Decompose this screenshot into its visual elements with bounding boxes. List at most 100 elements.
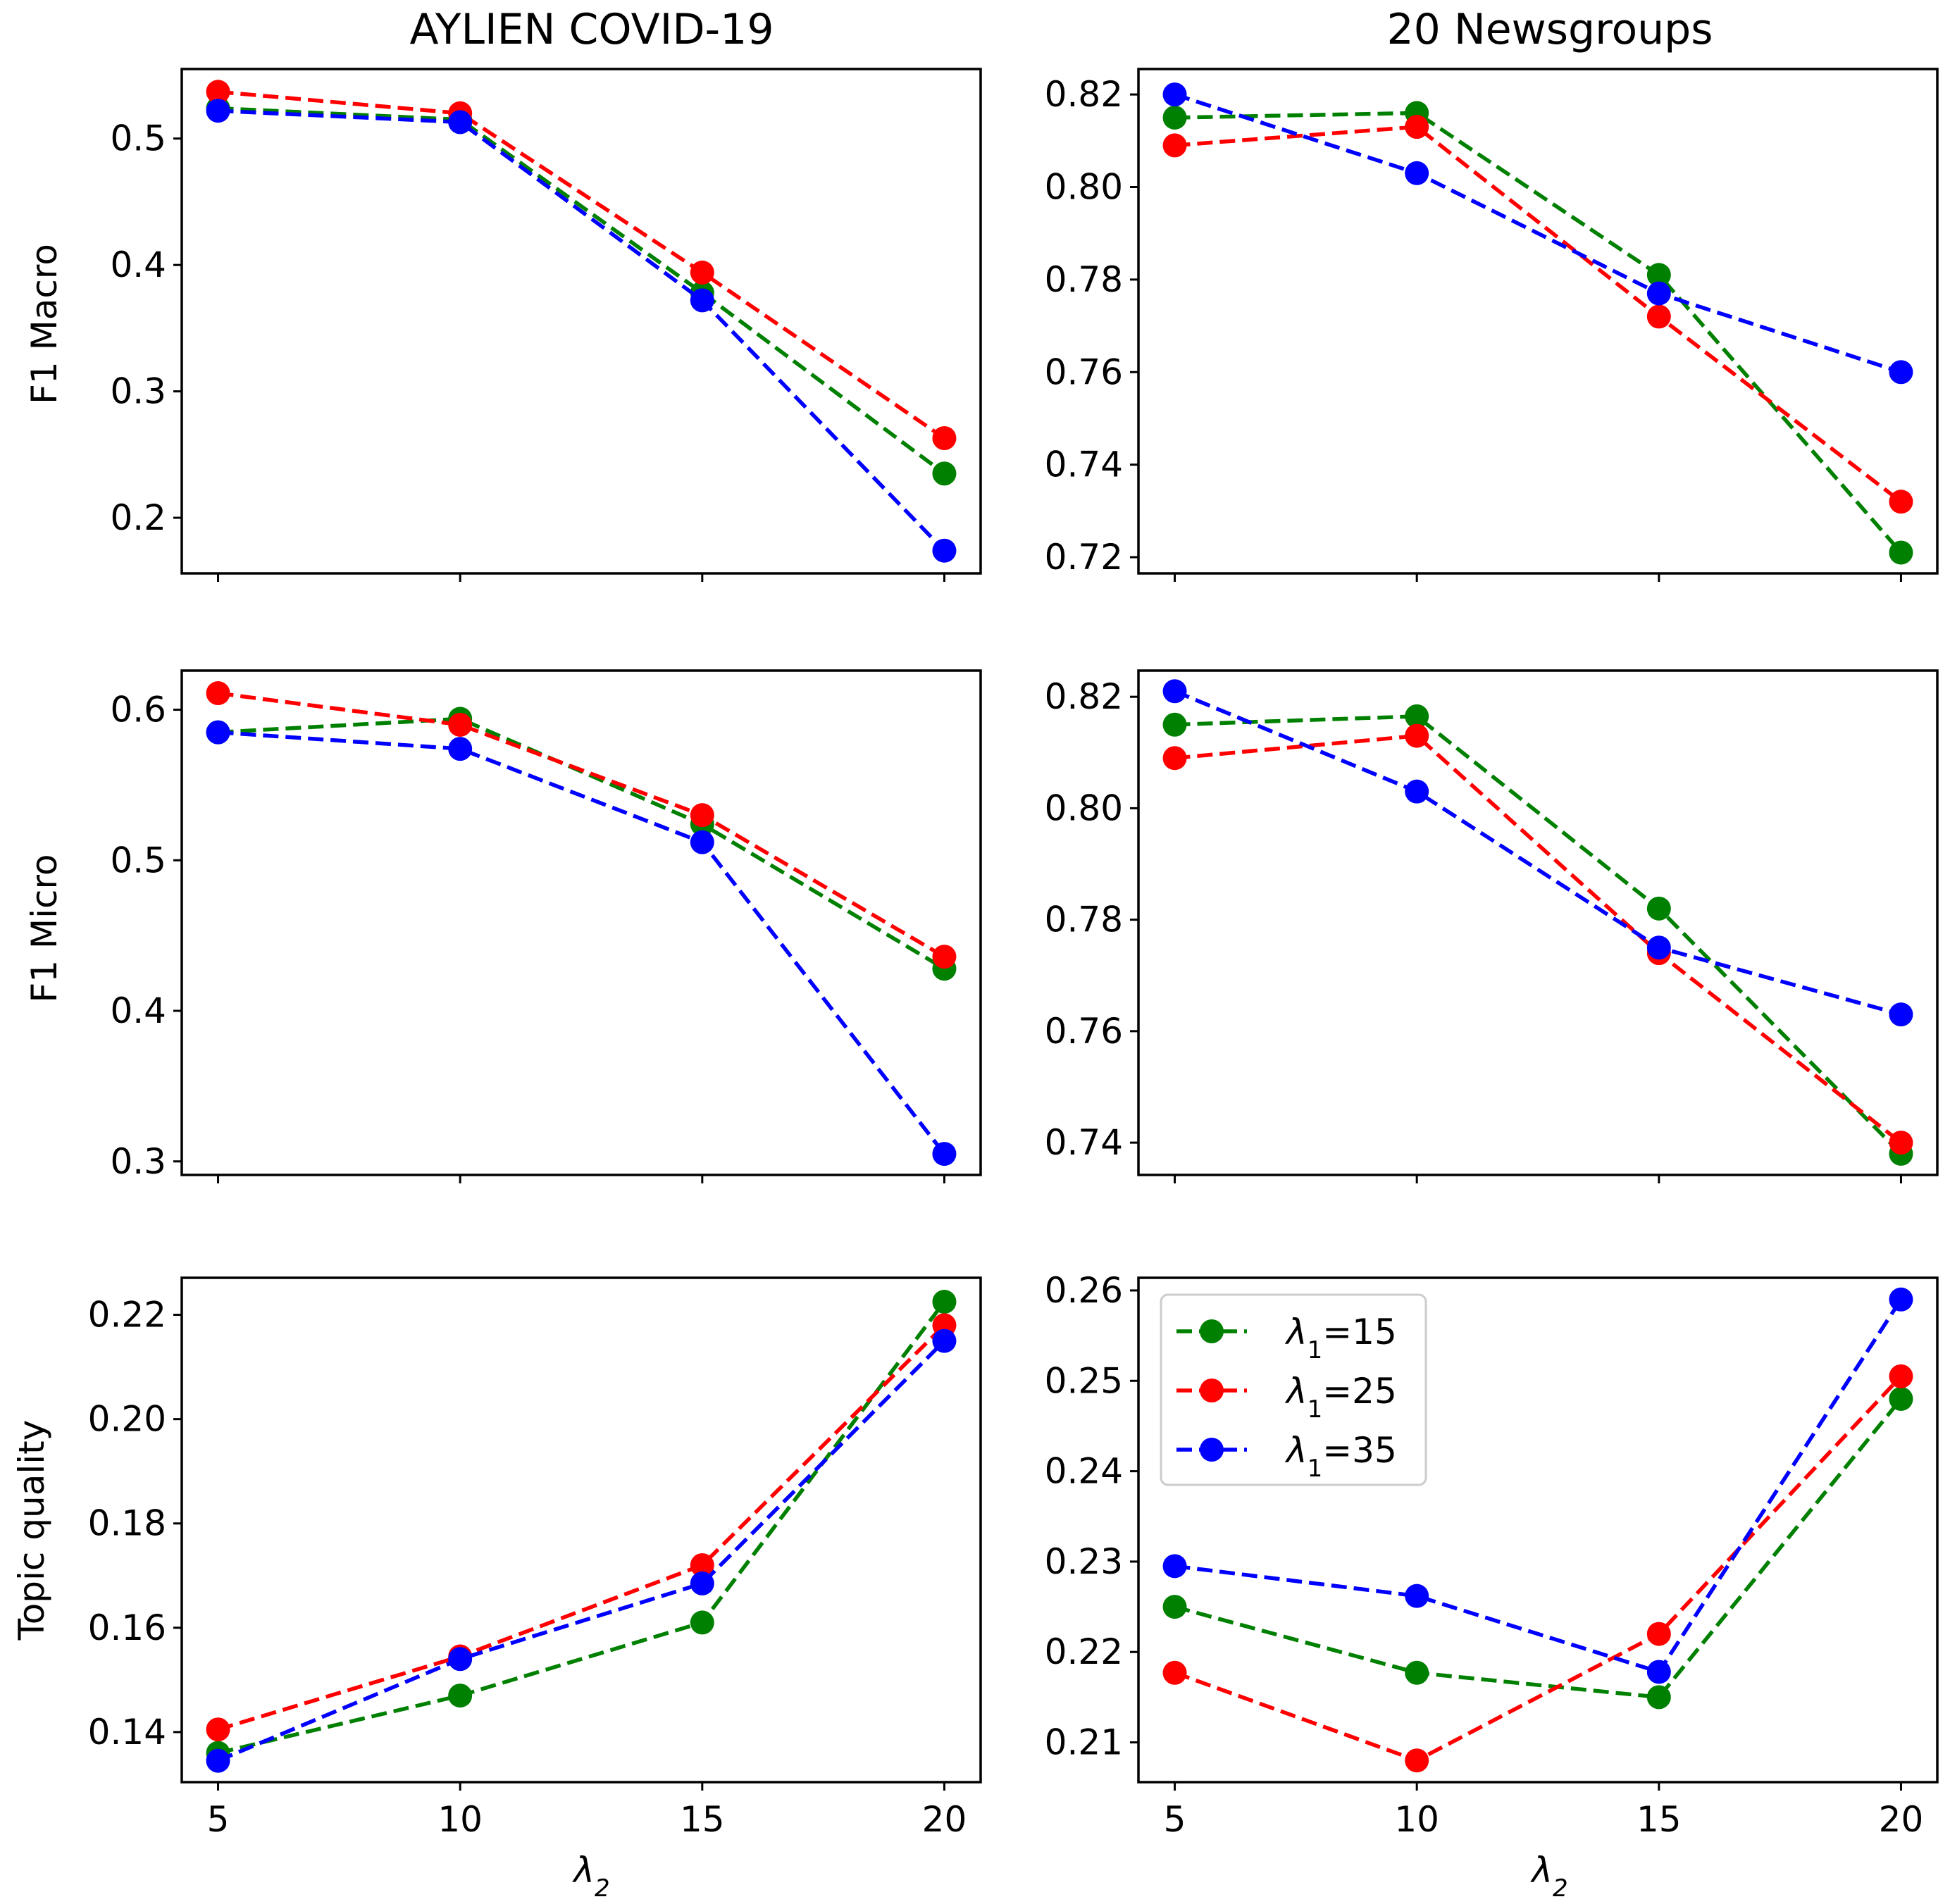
panel-newsgroups-f1-macro: 0.72 0.74 0.76 0.78 0.80 0.82 [1045, 68, 1939, 582]
data-point [1162, 1595, 1187, 1619]
x-tick-label: 20 [922, 1799, 967, 1840]
y-tick-label: 0.82 [1045, 676, 1123, 717]
series-line [1174, 1398, 1903, 1700]
data-point [1405, 704, 1429, 728]
series-line [218, 108, 946, 552]
data-point [932, 461, 957, 486]
series-line [218, 691, 945, 959]
data-point [1162, 1660, 1187, 1685]
legend-entry: λ1=25 [1176, 1371, 1397, 1424]
y-tick-label: 0.4 [110, 990, 166, 1031]
data-point [690, 260, 714, 285]
data-point [1405, 161, 1429, 185]
legend-label: λ1=35 [1284, 1430, 1397, 1483]
y-tick-label: 0.21 [1045, 1722, 1123, 1763]
y-tick-label: 0.72 [1045, 537, 1123, 578]
data-point [690, 288, 714, 313]
data-point [1405, 1660, 1429, 1685]
panel-newsgroups-f1-micro: 0.74 0.76 0.78 0.80 0.82 [1045, 669, 1939, 1183]
data-point [1646, 304, 1671, 329]
y-tick-label: 0.4 [110, 244, 166, 285]
x-axis-label-right: λ2 [1529, 1850, 1567, 1900]
series-line [1174, 689, 1902, 1016]
data-point [932, 1329, 957, 1353]
axes-frame [180, 1276, 982, 1784]
data-point [1405, 115, 1429, 139]
data-point [1889, 490, 1913, 514]
y-tick-label: 0.6 [110, 690, 166, 730]
y-tick-label: 0.22 [1045, 1631, 1123, 1672]
legend-label: λ1=15 [1284, 1312, 1397, 1364]
y-tick-label: 0.23 [1045, 1541, 1123, 1582]
x-tick-label: 15 [1637, 1799, 1682, 1840]
data-point [1889, 1364, 1913, 1388]
y-tick-label: 0.16 [88, 1607, 166, 1648]
data-point [1162, 712, 1187, 737]
data-point [206, 99, 230, 123]
data-point [1405, 779, 1429, 804]
y-tick-label: 0.5 [110, 840, 166, 881]
y-tick-label: 0.5 [110, 118, 166, 159]
data-point [1889, 1002, 1913, 1027]
data-point [1646, 935, 1671, 960]
y-tick-label: 0.2 [110, 497, 166, 538]
y-tick-label: 0.22 [88, 1295, 166, 1336]
axes-frame [1137, 669, 1939, 1176]
series-3 [1162, 679, 1913, 1027]
series-line [217, 1339, 946, 1763]
data-point [448, 737, 473, 761]
series-line [1174, 714, 1903, 1155]
data-point [690, 1610, 714, 1635]
data-point [1889, 360, 1913, 385]
data-point [690, 1553, 714, 1577]
series-3 [1162, 82, 1913, 385]
series-3 [206, 1329, 957, 1773]
y-tick-label: 0.25 [1045, 1360, 1123, 1401]
panel-aylien-f1-micro: 0.3 0.4 0.5 0.6 [110, 669, 982, 1183]
y-tick-label: 0.18 [88, 1503, 166, 1544]
data-point [1646, 1660, 1671, 1684]
y-tick-label: 0.20 [88, 1399, 166, 1440]
data-point [932, 945, 957, 969]
y-tick-label: 0.3 [110, 371, 166, 412]
legend-frame [1160, 1293, 1427, 1486]
legend-entry: λ1=35 [1176, 1430, 1397, 1483]
legend-marker [1200, 1438, 1224, 1462]
data-point [1162, 105, 1187, 130]
data-point [690, 803, 714, 828]
series-2 [206, 681, 957, 969]
panel-newsgroups-topic-quality: 0.21 0.22 0.23 0.24 0.25 0.26 5 10 15 20 [1045, 1270, 1939, 1840]
series-line [217, 1324, 946, 1731]
data-point [932, 1290, 957, 1314]
legend-entry: λ1=15 [1176, 1312, 1397, 1364]
y-tick-label: 0.76 [1045, 351, 1123, 392]
series-3 [1162, 1287, 1913, 1684]
series-2 [1162, 115, 1913, 514]
x-tick-label: 10 [1394, 1799, 1439, 1840]
series-line [1174, 111, 1903, 554]
axes-frame [1137, 1276, 1939, 1784]
data-point [206, 681, 230, 706]
legend-marker [1200, 1379, 1224, 1402]
row-label-f1-micro: F1 Micro [24, 854, 65, 1002]
legend-marker [1200, 1319, 1224, 1343]
data-point [932, 425, 957, 450]
data-point [448, 1684, 473, 1708]
axes-frame [1137, 68, 1939, 575]
series-line [218, 89, 946, 440]
series-3 [206, 720, 957, 1166]
x-tick-label: 5 [1164, 1799, 1186, 1840]
axes-frame [180, 68, 982, 575]
x-tick-label: 5 [207, 1799, 230, 1840]
y-tick-label: 0.74 [1045, 444, 1123, 485]
column-title-newsgroups: 20 Newsgroups [1386, 5, 1713, 54]
row-label-f1-macro: F1 Macro [24, 244, 65, 404]
data-point [1162, 679, 1187, 704]
y-tick-label: 0.80 [1045, 167, 1123, 208]
data-point [1646, 896, 1671, 921]
data-point [206, 1717, 230, 1742]
data-point [1646, 263, 1671, 287]
data-point [1162, 746, 1187, 771]
